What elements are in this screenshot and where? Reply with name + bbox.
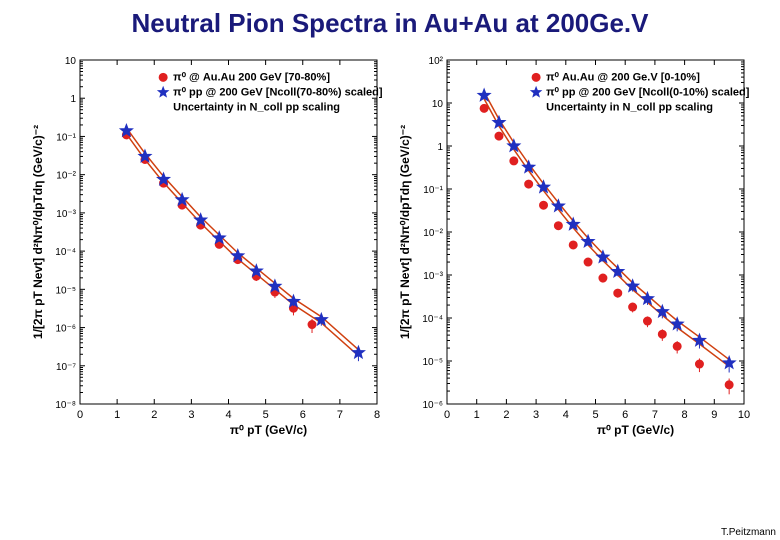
svg-text:π⁰ pT (GeV/c): π⁰ pT (GeV/c) <box>597 423 674 437</box>
svg-text:π⁰ pp @ 200 GeV [Ncoll(0-10%): π⁰ pp @ 200 GeV [Ncoll(0-10%) scaled] <box>546 86 750 98</box>
svg-text:8: 8 <box>682 409 688 421</box>
svg-text:Uncertainty in N_coll pp scali: Uncertainty in N_coll pp scaling <box>546 101 713 113</box>
svg-text:1: 1 <box>70 94 76 105</box>
svg-text:3: 3 <box>188 409 194 421</box>
svg-text:7: 7 <box>337 409 343 421</box>
svg-text:Uncertainty in N_coll pp scali: Uncertainty in N_coll pp scaling <box>173 101 340 113</box>
svg-text:π⁰ @ Au.Au 200 GeV [70-80%]: π⁰ @ Au.Au 200 GeV [70-80%] <box>173 71 330 83</box>
svg-text:10⁻⁶: 10⁻⁶ <box>422 400 443 411</box>
svg-text:10⁻²: 10⁻² <box>56 171 76 182</box>
svg-text:6: 6 <box>300 409 306 421</box>
svg-text:10⁻⁶: 10⁻⁶ <box>55 324 76 335</box>
chart-svg-central: 0 1 2 3 4 5 6 7 8 9 10 10⁻⁶ 10⁻⁵ 10⁻⁴ 10⁻³ 10⁻² 10⁻¹ 1 10 1… <box>395 50 752 440</box>
svg-text:9: 9 <box>711 409 717 421</box>
page-title: Neutral Pion Spectra in Au+Au at 200Ge.V <box>0 8 780 39</box>
svg-text:10⁻²: 10⁻² <box>423 228 443 239</box>
svg-text:7: 7 <box>652 409 658 421</box>
svg-text:10⁻³: 10⁻³ <box>56 209 76 220</box>
svg-text:10: 10 <box>432 99 444 110</box>
svg-text:1: 1 <box>437 142 443 153</box>
svg-text:1/[2π pT Nevt] d²Nπ⁰/dpTdη (G: 1/[2π pT Nevt] d²Nπ⁰/dpTdη (GeV/c)⁻² <box>398 125 412 339</box>
svg-text:10⁻¹: 10⁻¹ <box>56 132 76 143</box>
chart-svg-peripheral: 0 1 2 3 4 5 6 7 8 10⁻⁸ 10⁻⁷ 10⁻⁶ 10⁻⁵ 10⁻⁴ 10⁻³ 10⁻² 10⁻… <box>28 50 385 440</box>
svg-text:10⁻⁴: 10⁻⁴ <box>55 247 76 258</box>
svg-text:10⁻⁴: 10⁻⁴ <box>422 314 443 325</box>
svg-text:10⁻⁵: 10⁻⁵ <box>55 285 76 296</box>
svg-text:2: 2 <box>503 409 509 421</box>
chart-central: 0 1 2 3 4 5 6 7 8 9 10 10⁻⁶ 10⁻⁵ 10⁻⁴ 10⁻³ 10⁻² 10⁻¹ 1 10 1… <box>395 50 752 440</box>
svg-text:10⁻¹: 10⁻¹ <box>423 185 443 196</box>
svg-text:10²: 10² <box>429 56 444 67</box>
svg-text:3: 3 <box>533 409 539 421</box>
svg-text:1: 1 <box>474 409 480 421</box>
charts-row: 0 1 2 3 4 5 6 7 8 10⁻⁸ 10⁻⁷ 10⁻⁶ 10⁻⁵ 10⁻⁴ 10⁻³ 10⁻² 10⁻… <box>28 50 752 440</box>
svg-text:5: 5 <box>263 409 269 421</box>
svg-text:π⁰ Au.Au @ 200 Ge.V [0-10%]: π⁰ Au.Au @ 200 Ge.V [0-10%] <box>546 71 700 83</box>
svg-text:2: 2 <box>151 409 157 421</box>
svg-text:10: 10 <box>65 56 77 67</box>
svg-text:10⁻⁵: 10⁻⁵ <box>422 357 443 368</box>
svg-text:0: 0 <box>77 409 83 421</box>
svg-text:4: 4 <box>563 409 569 421</box>
svg-text:10⁻⁸: 10⁻⁸ <box>55 400 76 411</box>
svg-text:10⁻³: 10⁻³ <box>423 271 443 282</box>
svg-text:π⁰ pT (GeV/c): π⁰ pT (GeV/c) <box>230 423 307 437</box>
svg-text:10⁻⁷: 10⁻⁷ <box>56 362 76 373</box>
svg-text:π⁰ pp @ 200 GeV [Ncoll(70-80%): π⁰ pp @ 200 GeV [Ncoll(70-80%) scaled] <box>173 86 383 98</box>
svg-text:1/[2π pT Nevt] d²Nπ⁰/dpTdη (G: 1/[2π pT Nevt] d²Nπ⁰/dpTdη (GeV/c)⁻² <box>31 125 45 339</box>
svg-text:8: 8 <box>374 409 380 421</box>
svg-text:10: 10 <box>738 409 750 421</box>
svg-text:5: 5 <box>592 409 598 421</box>
svg-text:1: 1 <box>114 409 120 421</box>
credit-text: T.Peitzmann <box>721 527 776 538</box>
svg-text:4: 4 <box>225 409 231 421</box>
svg-text:0: 0 <box>444 409 450 421</box>
svg-text:6: 6 <box>622 409 628 421</box>
chart-peripheral: 0 1 2 3 4 5 6 7 8 10⁻⁸ 10⁻⁷ 10⁻⁶ 10⁻⁵ 10⁻⁴ 10⁻³ 10⁻² 10⁻… <box>28 50 385 440</box>
